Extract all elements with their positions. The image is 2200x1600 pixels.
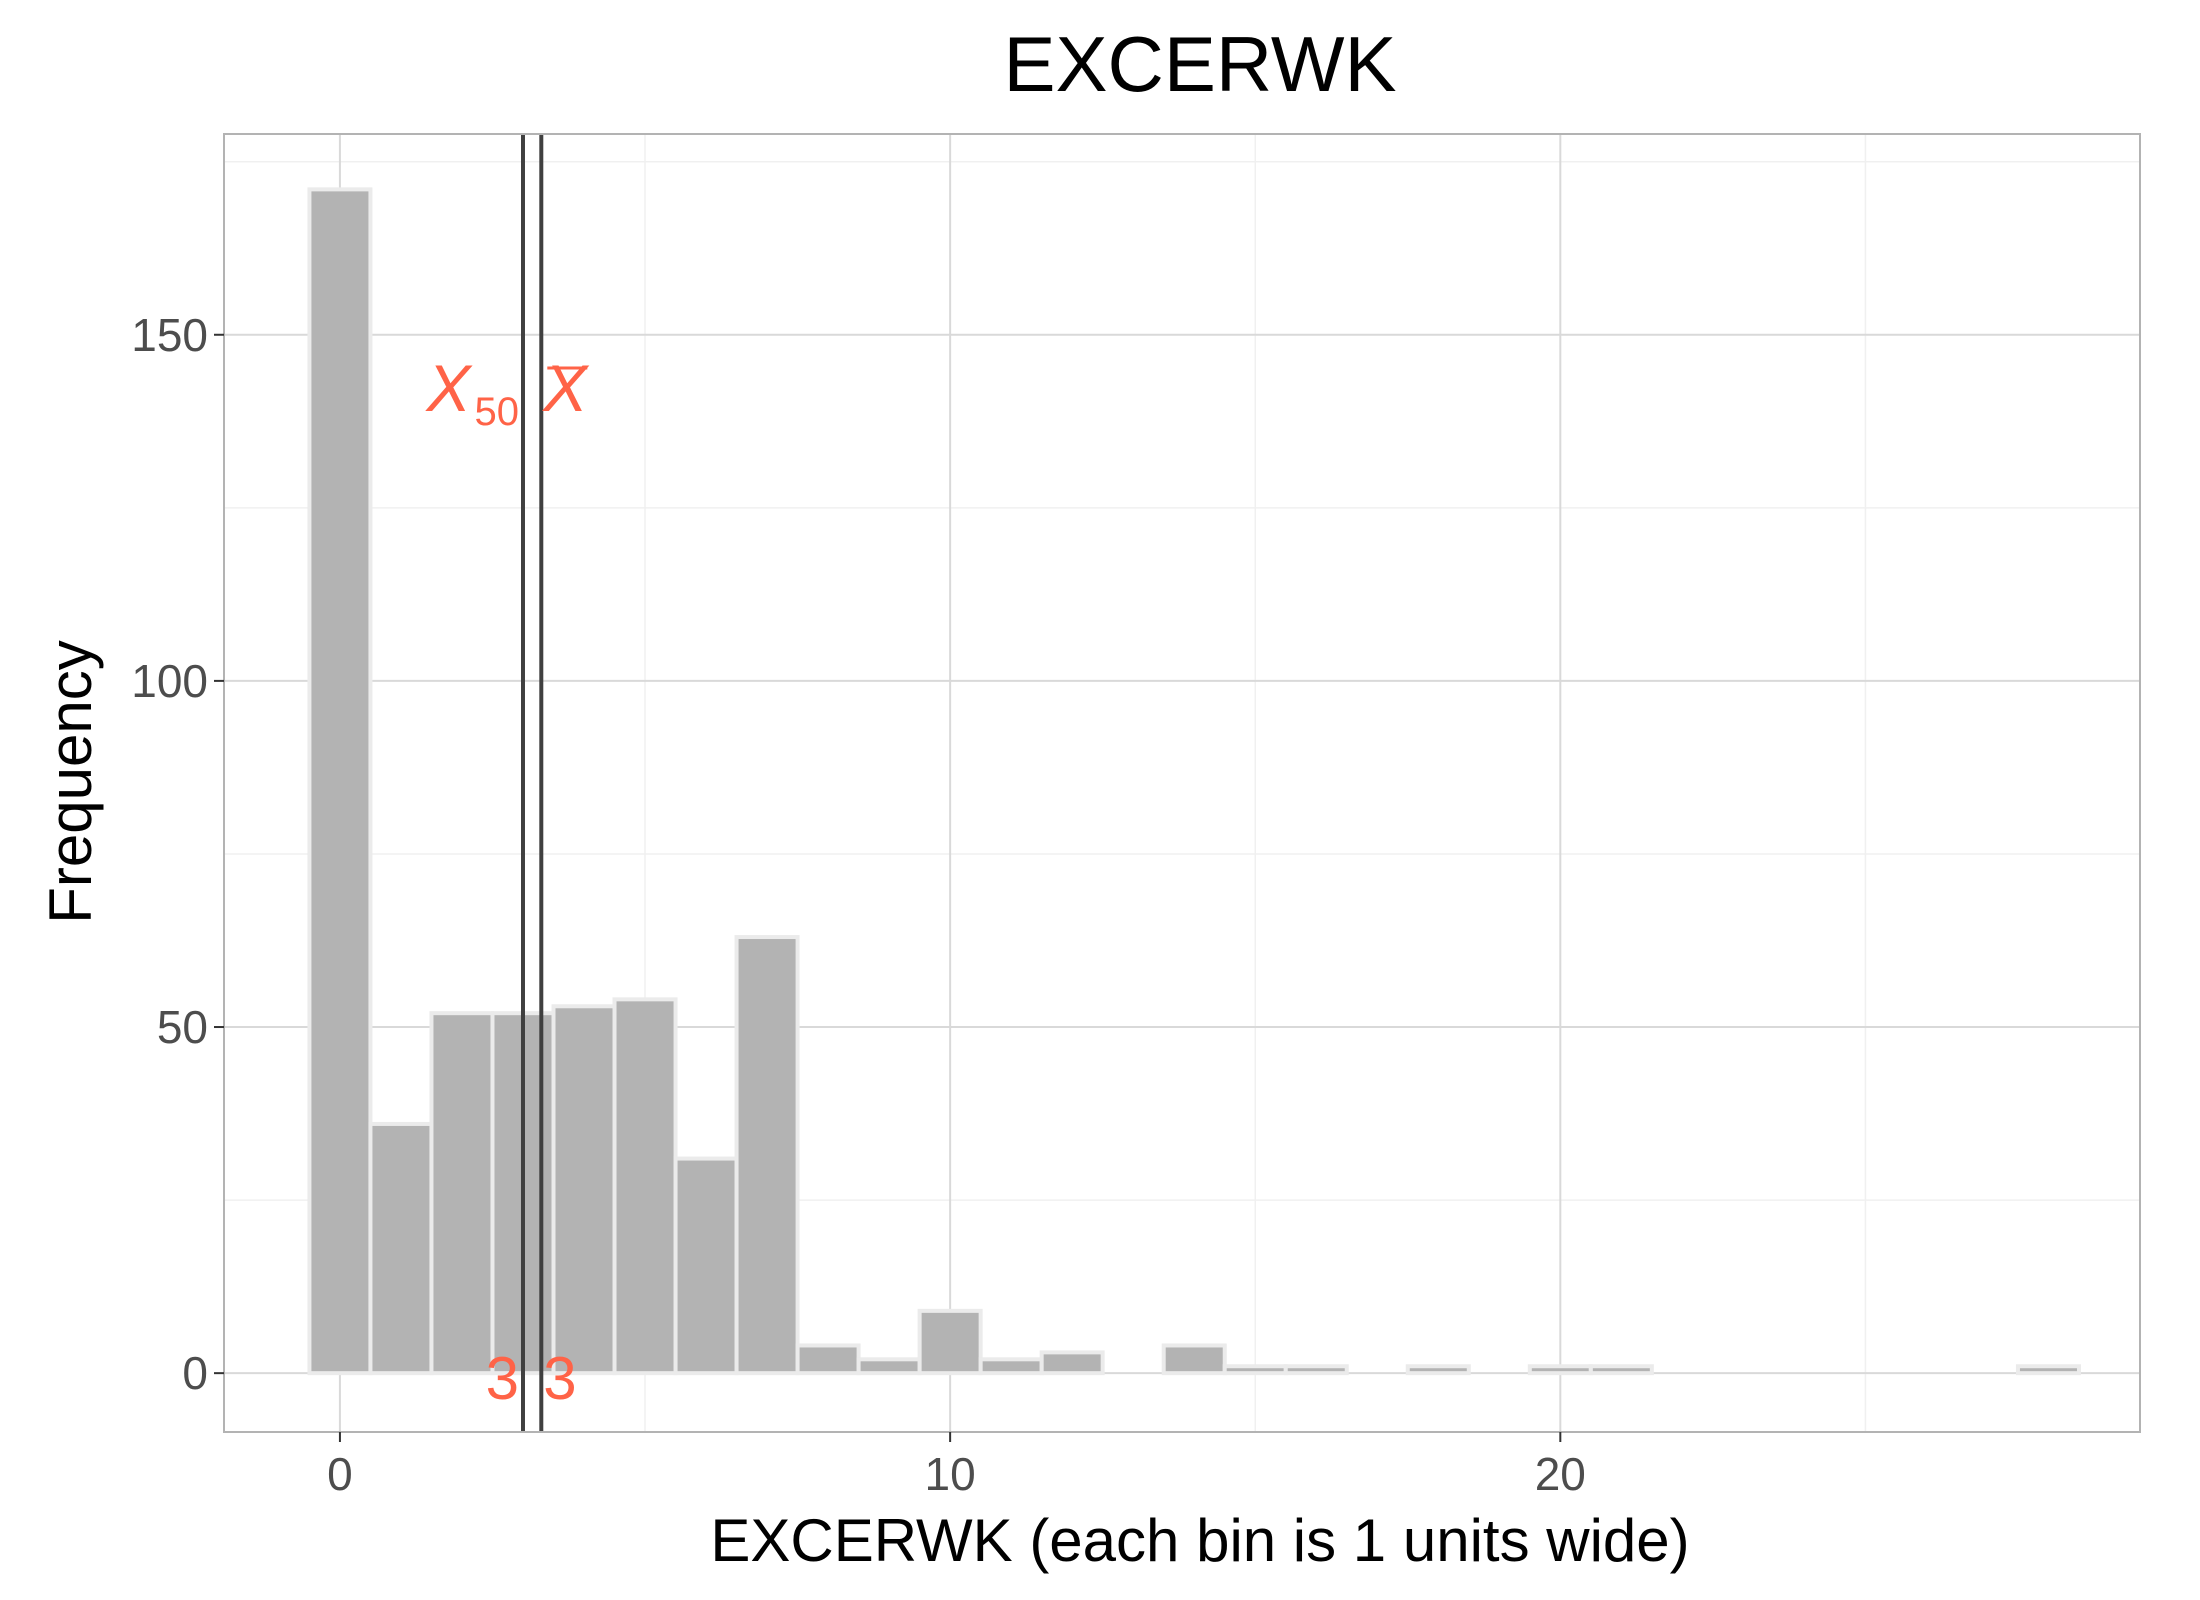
mean-value-label: 3 bbox=[543, 1345, 576, 1412]
median-symbol: X 50 bbox=[424, 351, 519, 434]
chart-title: EXCERWK bbox=[1004, 20, 1397, 108]
histogram-bar bbox=[734, 935, 800, 1376]
histogram-bar bbox=[917, 1308, 983, 1376]
histogram-bar bbox=[856, 1357, 922, 1376]
histogram-bar bbox=[1161, 1343, 1227, 1376]
histogram-bar bbox=[1588, 1364, 1654, 1376]
histogram-bar bbox=[1283, 1364, 1349, 1376]
x-axis-title: EXCERWK (each bin is 1 units wide) bbox=[710, 1507, 1689, 1574]
histogram-bar bbox=[1527, 1364, 1593, 1376]
y-tick-label: 0 bbox=[182, 1347, 208, 1399]
panel-border bbox=[223, 133, 2141, 1433]
histogram-bar bbox=[795, 1343, 861, 1376]
histogram-bar bbox=[307, 187, 373, 1376]
histogram-bar bbox=[429, 1011, 495, 1376]
reference-annotations: X 50 X 3 3 bbox=[424, 351, 590, 1412]
histogram-bar bbox=[1222, 1364, 1288, 1376]
y-tick-label: 50 bbox=[157, 1001, 208, 1053]
histogram-bar bbox=[1039, 1350, 1105, 1376]
reference-lines bbox=[520, 134, 544, 1432]
histogram-bar bbox=[673, 1156, 739, 1376]
histogram-bar bbox=[551, 1004, 617, 1376]
y-tick-label: 150 bbox=[131, 309, 208, 361]
histogram-bar bbox=[368, 1121, 434, 1376]
x-tick-label: 10 bbox=[925, 1448, 976, 1500]
median-value-label: 3 bbox=[486, 1345, 519, 1412]
y-axis-ticks: 0 50 100 150 bbox=[131, 309, 224, 1399]
x-axis-ticks: 0 10 20 bbox=[327, 1432, 1586, 1500]
histogram-bar bbox=[1405, 1364, 1471, 1376]
histogram-bar bbox=[2015, 1364, 2081, 1376]
histogram-bar bbox=[612, 997, 678, 1376]
histogram-bar bbox=[978, 1357, 1044, 1376]
mean-symbol: X bbox=[541, 351, 590, 425]
x-tick-label: 20 bbox=[1535, 1448, 1586, 1500]
y-tick-label: 100 bbox=[131, 655, 208, 707]
y-axis-title: Frequency bbox=[37, 640, 104, 923]
x-tick-label: 0 bbox=[327, 1448, 353, 1500]
minor-gridlines bbox=[224, 134, 2140, 1432]
